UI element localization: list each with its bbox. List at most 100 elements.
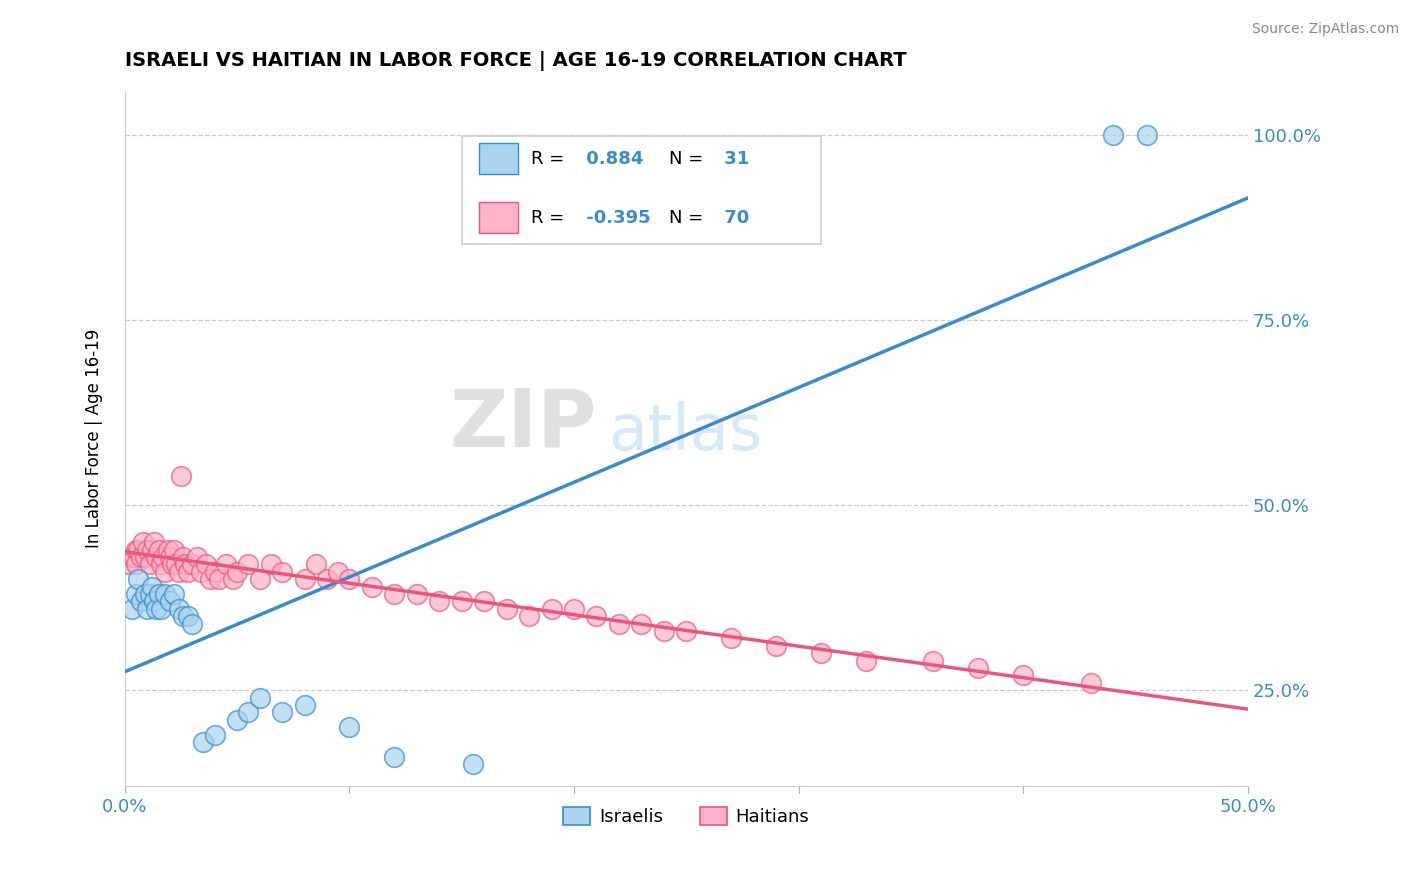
Point — [159, 549, 181, 564]
Point — [249, 572, 271, 586]
Point — [194, 558, 217, 572]
Point — [461, 757, 484, 772]
Point — [177, 609, 200, 624]
Point — [136, 602, 159, 616]
Point — [305, 558, 328, 572]
Point — [361, 580, 384, 594]
Point — [172, 609, 194, 624]
Point — [204, 565, 226, 579]
Point — [129, 594, 152, 608]
Point — [149, 558, 172, 572]
Point — [294, 698, 316, 712]
Point — [160, 558, 183, 572]
Point — [172, 549, 194, 564]
Point — [145, 549, 167, 564]
Point — [562, 602, 585, 616]
Point — [170, 468, 193, 483]
Point — [271, 706, 294, 720]
Point — [260, 558, 283, 572]
Point — [495, 602, 517, 616]
Text: 0.884: 0.884 — [579, 150, 643, 168]
Point — [138, 587, 160, 601]
Point — [382, 750, 405, 764]
Point — [127, 572, 149, 586]
Point — [215, 558, 238, 572]
Point — [145, 602, 167, 616]
Text: N =: N = — [669, 150, 704, 168]
Text: R =: R = — [531, 150, 565, 168]
Point — [855, 654, 877, 668]
Point — [271, 565, 294, 579]
Point — [339, 572, 361, 586]
Point — [163, 542, 186, 557]
FancyBboxPatch shape — [461, 136, 821, 244]
Point — [143, 594, 166, 608]
Point — [382, 587, 405, 601]
Y-axis label: In Labor Force | Age 16-19: In Labor Force | Age 16-19 — [86, 329, 103, 549]
Text: ISRAELI VS HAITIAN IN LABOR FORCE | AGE 16-19 CORRELATION CHART: ISRAELI VS HAITIAN IN LABOR FORCE | AGE … — [125, 51, 907, 70]
Point — [675, 624, 697, 638]
Point — [316, 572, 339, 586]
Point — [720, 632, 742, 646]
Point — [652, 624, 675, 638]
Point — [208, 572, 231, 586]
Point — [122, 549, 145, 564]
Point — [155, 565, 177, 579]
Point — [204, 728, 226, 742]
Point — [181, 558, 204, 572]
Point — [193, 735, 215, 749]
Point — [186, 549, 208, 564]
Point — [540, 602, 562, 616]
Legend: Israelis, Haitians: Israelis, Haitians — [555, 799, 817, 833]
Point — [472, 594, 495, 608]
Point — [132, 535, 155, 549]
Point — [450, 594, 472, 608]
Text: Source: ZipAtlas.com: Source: ZipAtlas.com — [1251, 22, 1399, 37]
Point — [174, 558, 197, 572]
Text: -0.395: -0.395 — [579, 209, 650, 227]
Point — [1102, 128, 1125, 142]
Point — [198, 572, 221, 586]
Point — [810, 646, 832, 660]
Point — [141, 580, 163, 594]
Point — [156, 542, 179, 557]
Point — [134, 549, 156, 564]
Text: 31: 31 — [718, 150, 749, 168]
Point — [238, 706, 260, 720]
Point — [226, 713, 249, 727]
Point — [163, 587, 186, 601]
Point — [167, 565, 190, 579]
Text: ZIP: ZIP — [450, 385, 596, 464]
Point — [177, 565, 200, 579]
Point — [152, 549, 174, 564]
Point — [967, 661, 990, 675]
Point — [517, 609, 540, 624]
Point — [328, 565, 350, 579]
Text: atlas: atlas — [607, 401, 762, 463]
Point — [1080, 676, 1102, 690]
Point — [1136, 128, 1159, 142]
Point — [118, 558, 141, 572]
Point — [607, 616, 630, 631]
Point — [630, 616, 652, 631]
Point — [138, 558, 160, 572]
FancyBboxPatch shape — [478, 202, 517, 234]
Point — [125, 558, 148, 572]
Point — [125, 542, 148, 557]
Point — [166, 558, 188, 572]
FancyBboxPatch shape — [478, 143, 517, 174]
Point — [143, 535, 166, 549]
Point — [148, 542, 170, 557]
Point — [226, 565, 249, 579]
Point — [1012, 668, 1035, 682]
Point — [134, 587, 156, 601]
Point — [922, 654, 945, 668]
Text: N =: N = — [669, 209, 704, 227]
Point — [339, 720, 361, 734]
Text: 70: 70 — [718, 209, 749, 227]
Point — [249, 690, 271, 705]
Point — [427, 594, 450, 608]
Point — [155, 587, 177, 601]
Point — [141, 542, 163, 557]
Point — [221, 572, 243, 586]
